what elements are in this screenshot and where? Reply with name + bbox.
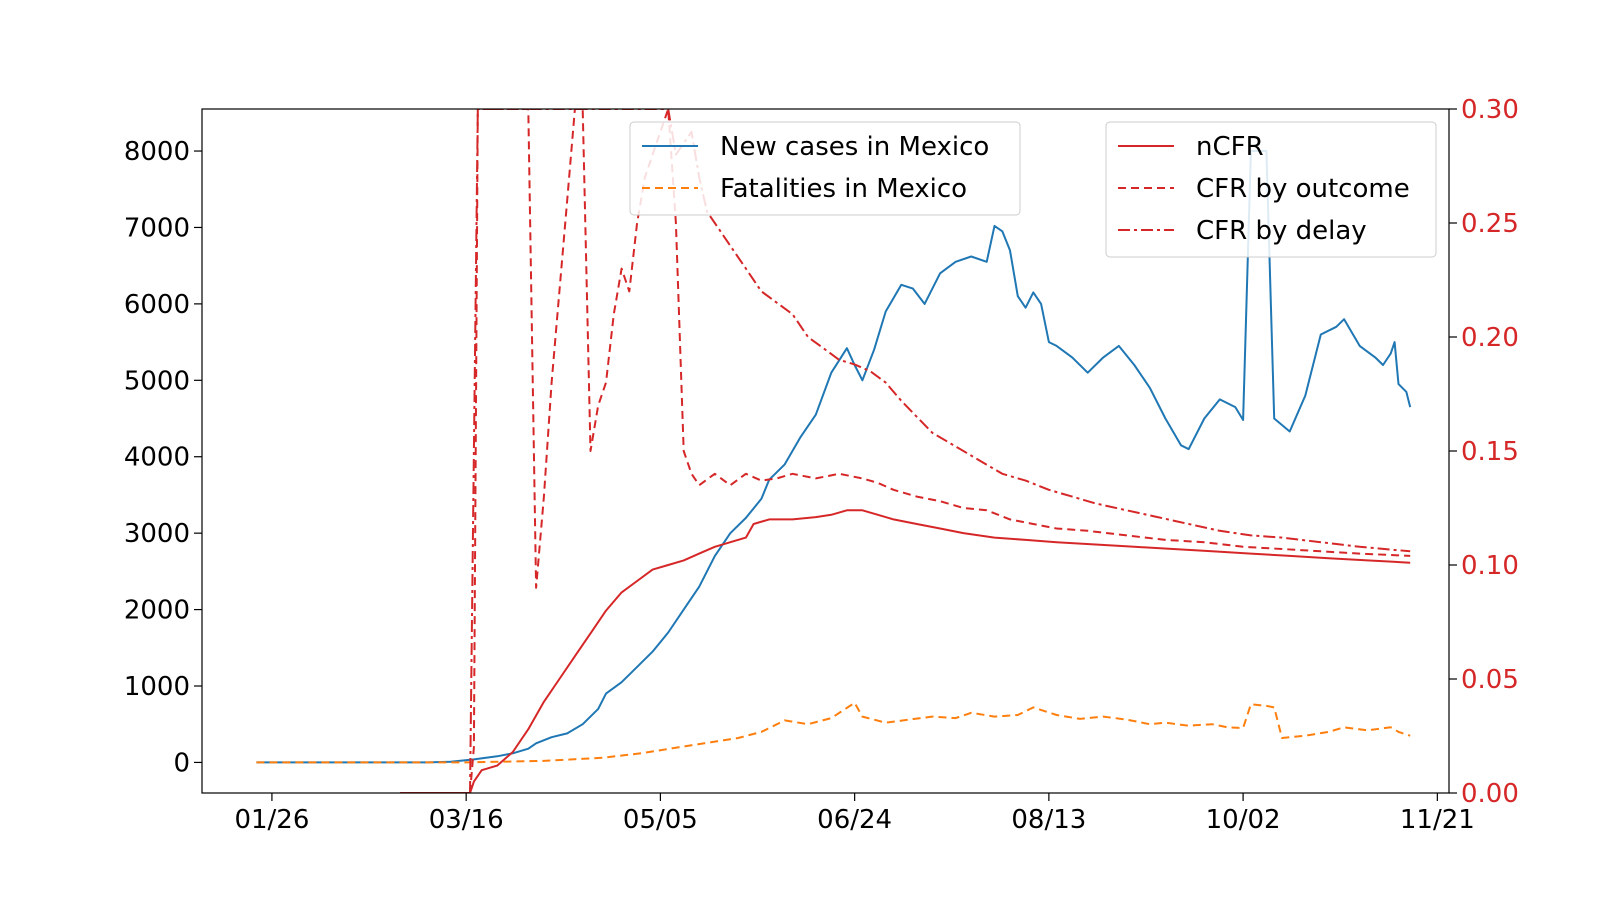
left-tick-label: 8000 <box>124 137 190 167</box>
x-tick-label: 01/26 <box>234 805 309 835</box>
x-tick-label: 11/21 <box>1400 805 1475 835</box>
left-tick-label: 6000 <box>124 290 190 320</box>
legend-cfr: nCFR CFR by outcome CFR by delay <box>1105 121 1437 258</box>
legend-label: nCFR <box>1196 132 1264 162</box>
left-tick-label: 0 <box>173 748 190 778</box>
legend-label: New cases in Mexico <box>720 132 989 162</box>
series-line-cfr-by-outcome <box>469 109 1411 793</box>
axes-layer: 0 1000 2000 3000 4000 5000 6000 7000 8000 0.00 0.0… <box>124 95 1519 835</box>
left-tick-label: 2000 <box>124 596 190 626</box>
left-tick-label: 4000 <box>124 443 190 473</box>
right-tick-label: 0.15 <box>1461 437 1519 467</box>
right-tick-label: 0.25 <box>1461 209 1519 239</box>
right-tick-label: 0.10 <box>1461 551 1519 581</box>
series-line-new-cases-in-mexico <box>256 150 1412 764</box>
legend-cases-fatalities-box <box>629 121 1021 216</box>
right-tick-label: 0.30 <box>1461 95 1519 125</box>
x-tick-label: 10/02 <box>1206 805 1281 835</box>
legend-layer: New cases in Mexico Fatalities in Mexico n… <box>629 121 1437 258</box>
series-line-ncfr <box>400 509 1411 793</box>
left-tick-label: 3000 <box>124 519 190 549</box>
legend-label: CFR by delay <box>1196 216 1367 246</box>
left-tick-label: 7000 <box>124 213 190 243</box>
legend-cfr-box <box>1105 121 1437 258</box>
left-tick-label: 1000 <box>124 672 190 702</box>
x-tick-label: 03/16 <box>429 805 504 835</box>
left-tick-label: 5000 <box>124 366 190 396</box>
series-line-fatalities-in-mexico <box>256 701 1411 764</box>
right-tick-label: 0.20 <box>1461 323 1519 353</box>
right-tick-label: 0.00 <box>1461 779 1519 809</box>
legend-cases-fatalities: New cases in Mexico Fatalities in Mexico <box>629 121 1021 216</box>
x-tick-label: 05/05 <box>623 805 698 835</box>
legend-label: Fatalities in Mexico <box>720 174 967 204</box>
legend-label: CFR by outcome <box>1196 174 1410 204</box>
right-tick-label: 0.05 <box>1461 665 1519 695</box>
x-tick-label: 06/24 <box>817 805 892 835</box>
x-tick-label: 08/13 <box>1011 805 1086 835</box>
